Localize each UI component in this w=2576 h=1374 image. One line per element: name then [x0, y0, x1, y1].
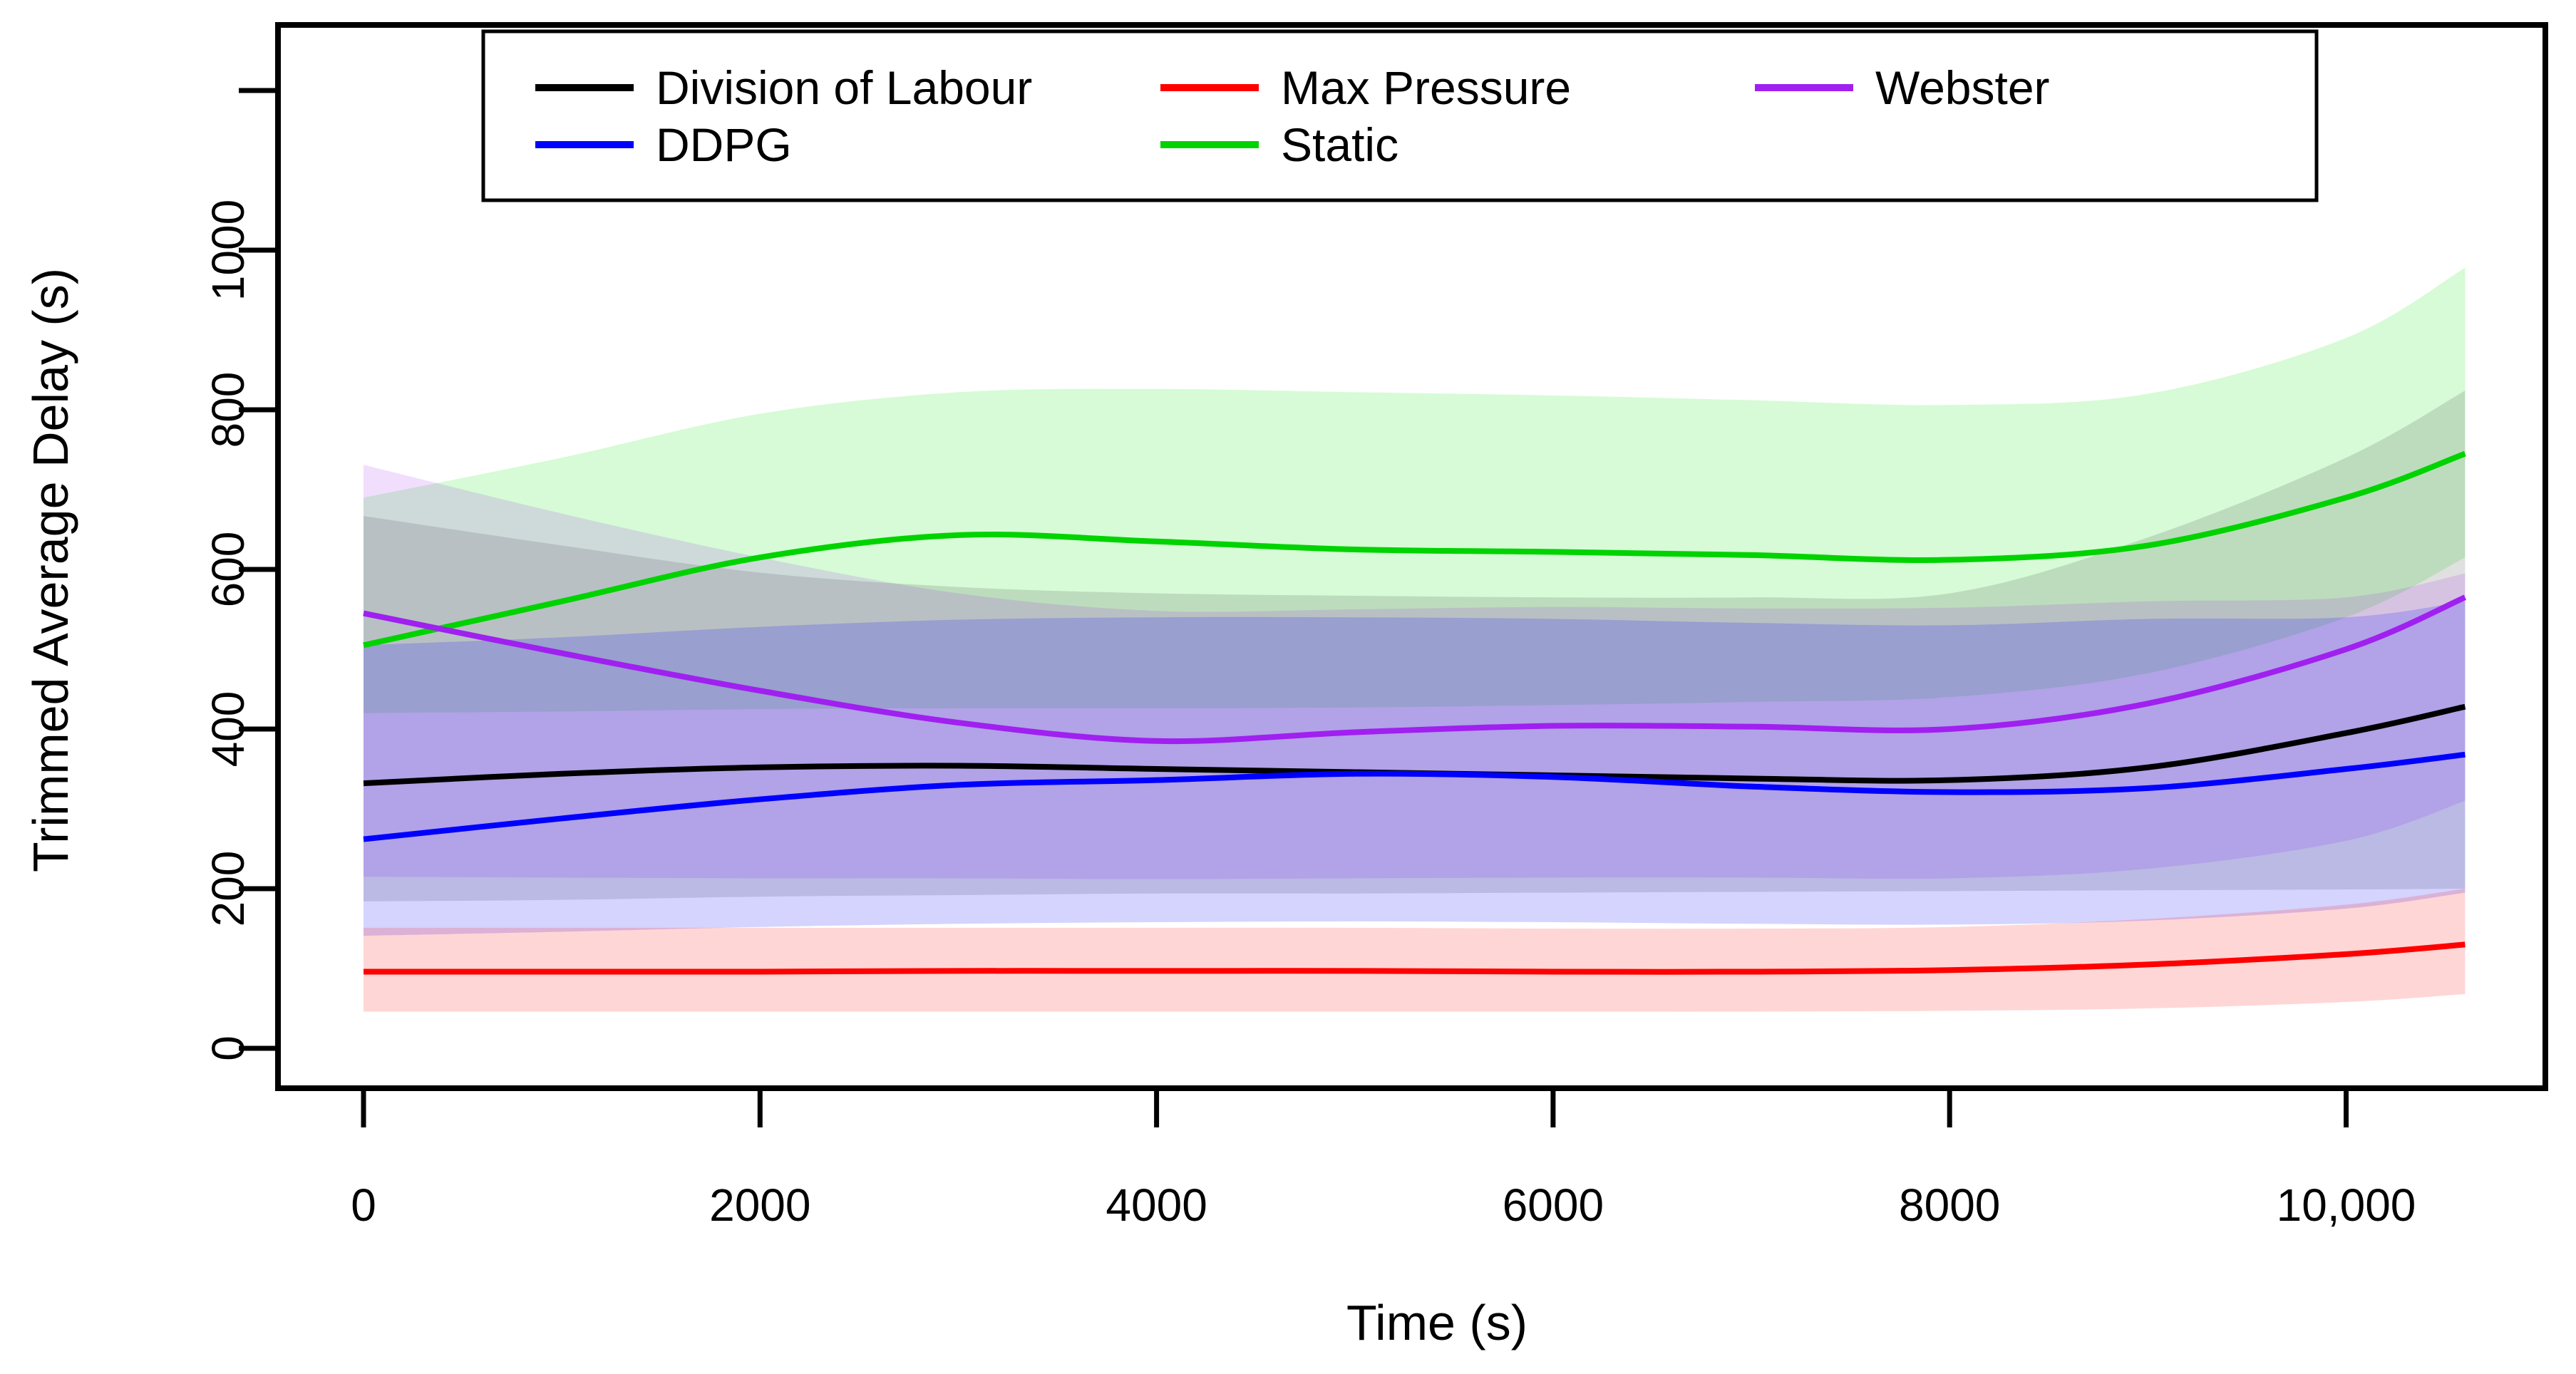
x-tick-label: 2000 [709, 1179, 810, 1231]
legend-item-ddpg: DDPG [535, 118, 792, 171]
band-static [364, 267, 2466, 713]
x-tick-label: 0 [351, 1179, 376, 1231]
y-tick-label: 200 [202, 851, 254, 927]
legend-item-division-of-labour: Division of Labour [535, 61, 1032, 114]
legend-item-static: Static [1160, 118, 1398, 171]
y-axis: 0 200 400 600 800 1000 [202, 88, 278, 1061]
x-tick-label: 10,000 [2277, 1179, 2416, 1231]
x-axis-label: Time (s) [1346, 1295, 1527, 1350]
band-webster [364, 465, 2466, 879]
legend-label: Webster [1875, 61, 2050, 114]
x-tick-label: 4000 [1106, 1179, 1207, 1231]
legend-item-webster: Webster [1755, 61, 2050, 114]
series-lines [363, 450, 2466, 975]
x-axis: 0 2000 4000 6000 8000 10,000 [351, 1088, 2416, 1231]
y-tick-label: 1000 [202, 200, 254, 301]
x-tick-label: 8000 [1899, 1179, 2000, 1231]
legend-box [481, 29, 2319, 202]
band-ddpg [364, 601, 2466, 936]
band-max-pressure [364, 889, 2466, 1012]
legend-item-max-pressure: Max Pressure [1160, 61, 1571, 114]
legend-label: Max Pressure [1281, 61, 1571, 114]
line-webster [363, 594, 2466, 745]
plot-border [275, 22, 2548, 1091]
band-division-of-labour [364, 391, 2466, 902]
legend-label: DDPG [656, 118, 792, 171]
legend-label: Static [1281, 118, 1398, 171]
y-tick-label: 400 [202, 691, 254, 768]
y-tick-label: 800 [202, 372, 254, 448]
legend: Division of Labour Max Pressure Webster DDP… [481, 29, 2319, 202]
legend-label: Division of Labour [656, 61, 1032, 114]
line-max-pressure [364, 941, 2466, 975]
line-static [363, 450, 2466, 649]
y-tick-label: 600 [202, 532, 254, 608]
y-axis-label: Trimmed Average Delay (s) [23, 268, 78, 872]
line-ddpg [363, 751, 2466, 842]
y-tick-label: 0 [202, 1035, 254, 1061]
x-tick-label: 6000 [1503, 1179, 1604, 1231]
confidence-bands [364, 267, 2466, 1012]
